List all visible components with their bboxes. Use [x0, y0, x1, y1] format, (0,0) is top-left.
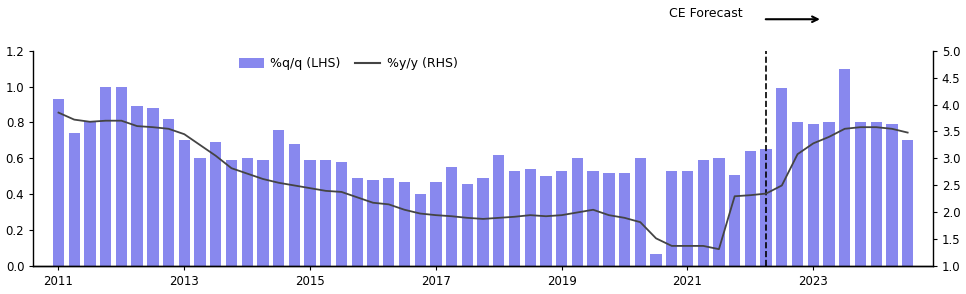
Bar [603, 173, 614, 266]
Bar [682, 171, 694, 266]
Bar [116, 86, 128, 266]
Bar [587, 171, 599, 266]
Bar [619, 173, 630, 266]
Bar [509, 171, 520, 266]
Bar [226, 160, 237, 266]
Bar [367, 180, 379, 266]
Bar [667, 171, 677, 266]
Bar [69, 133, 80, 266]
Bar [257, 160, 269, 266]
Bar [823, 123, 835, 266]
Bar [572, 158, 583, 266]
Bar [384, 178, 394, 266]
Bar [430, 182, 441, 266]
Bar [147, 108, 158, 266]
Bar [870, 123, 882, 266]
Bar [163, 119, 174, 266]
Bar [902, 141, 913, 266]
Bar [808, 124, 819, 266]
Bar [53, 99, 64, 266]
Bar [493, 155, 504, 266]
Bar [760, 149, 772, 266]
Bar [713, 158, 724, 266]
Bar [525, 169, 536, 266]
Bar [540, 176, 552, 266]
Bar [289, 144, 300, 266]
Bar [131, 106, 143, 266]
Bar [729, 175, 740, 266]
Bar [100, 86, 111, 266]
Bar [399, 182, 411, 266]
Bar [477, 178, 489, 266]
Bar [320, 160, 331, 266]
Bar [635, 158, 646, 266]
Bar [556, 171, 567, 266]
Legend: %q/q (LHS), %y/y (RHS): %q/q (LHS), %y/y (RHS) [234, 52, 463, 76]
Bar [650, 254, 662, 266]
Bar [855, 123, 867, 266]
Bar [210, 142, 221, 266]
Bar [886, 124, 897, 266]
Bar [179, 141, 190, 266]
Bar [352, 178, 363, 266]
Bar [84, 121, 96, 266]
Bar [697, 160, 709, 266]
Bar [446, 168, 457, 266]
Bar [414, 194, 426, 266]
Bar [776, 88, 787, 266]
Text: CE Forecast: CE Forecast [668, 7, 742, 20]
Bar [304, 160, 316, 266]
Bar [194, 158, 206, 266]
Bar [273, 130, 284, 266]
Bar [462, 184, 473, 266]
Bar [745, 151, 756, 266]
Bar [336, 162, 347, 266]
Bar [839, 69, 850, 266]
Bar [242, 158, 253, 266]
Bar [792, 123, 803, 266]
